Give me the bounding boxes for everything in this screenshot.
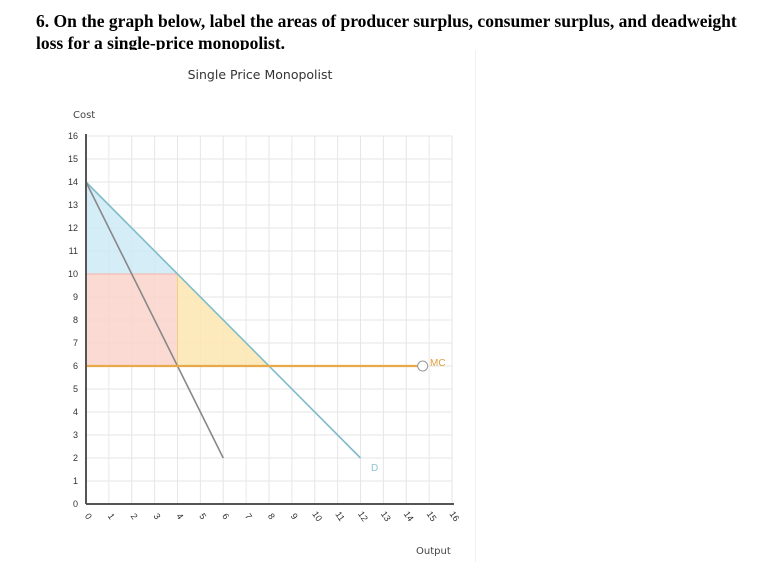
demand-label: D xyxy=(371,463,378,474)
y-tick-label: 14 xyxy=(68,177,78,187)
x-tick-label: 8 xyxy=(266,511,277,521)
y-tick-label: 15 xyxy=(68,154,78,164)
x-tick-label: 6 xyxy=(220,511,231,521)
d-curve xyxy=(85,181,362,459)
y-tick-label: 7 xyxy=(73,338,78,348)
x-tick-label: 16 xyxy=(447,509,461,523)
y-tick-label: 2 xyxy=(73,453,78,463)
axes xyxy=(85,134,454,505)
mr-curve xyxy=(85,181,224,459)
y-tick-label: 12 xyxy=(68,223,78,233)
x-tick-label: 1 xyxy=(106,511,117,521)
x-tick-label: 15 xyxy=(425,509,439,523)
mc-label: MC xyxy=(430,358,446,369)
x-tick-label: 10 xyxy=(310,509,324,523)
question-text: 6. On the graph below, label the areas o… xyxy=(36,11,737,53)
y-axis-label: Cost xyxy=(73,110,95,121)
y-tick-label: 8 xyxy=(73,315,78,325)
x-axis-label: Output xyxy=(416,546,451,557)
x-tick-label: 11 xyxy=(333,510,347,523)
x-tick-label: 4 xyxy=(174,511,185,521)
curves xyxy=(85,181,429,459)
x-tick-label: 0 xyxy=(83,511,94,521)
x-tick-label: 12 xyxy=(356,509,370,523)
y-tick-label: 10 xyxy=(68,269,78,279)
x-tick-label: 9 xyxy=(289,511,300,521)
y-tick-label: 11 xyxy=(69,246,78,256)
x-tick-label: 14 xyxy=(402,509,416,523)
chart-title: Single Price Monopolist xyxy=(187,67,333,82)
x-tick-label: 13 xyxy=(379,509,393,523)
y-tick-label: 4 xyxy=(73,407,78,417)
x-tick-label: 2 xyxy=(129,511,140,521)
y-tick-label: 3 xyxy=(73,430,78,440)
y-tick-label: 1 xyxy=(73,476,78,486)
y-tick-label: 6 xyxy=(73,361,78,371)
producer-surplus-area xyxy=(85,273,178,367)
y-tick-label: 5 xyxy=(73,384,78,394)
y-tick-label: 9 xyxy=(73,292,78,302)
y-tick-label: 0 xyxy=(73,499,78,509)
y-tick-label: 16 xyxy=(68,131,78,141)
y-tick-label: 13 xyxy=(68,200,78,210)
x-tick-label: 5 xyxy=(197,511,208,521)
x-tick-label: 3 xyxy=(152,511,163,521)
x-tick-label: 7 xyxy=(243,511,254,521)
mc-endpoint-handle-icon xyxy=(417,360,429,372)
